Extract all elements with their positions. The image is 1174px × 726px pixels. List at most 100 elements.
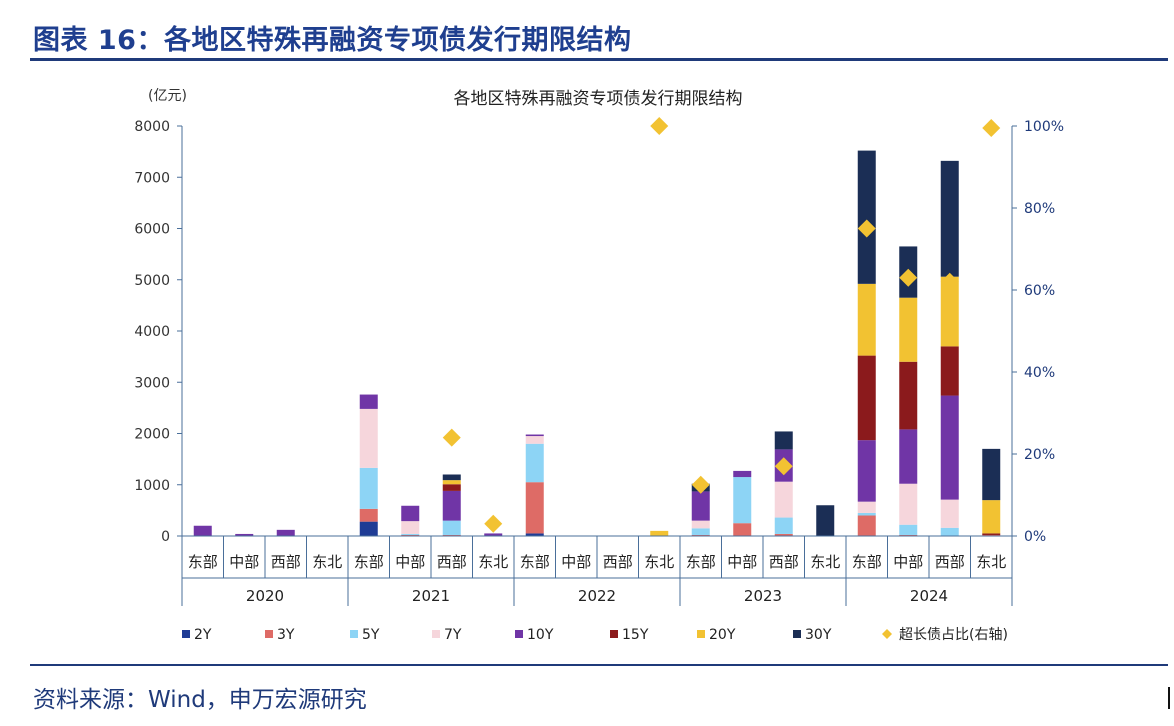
bar-segment-20y (442, 480, 461, 485)
x-category-label: 西部 (935, 553, 965, 571)
x-category-label: 中部 (229, 553, 259, 571)
x-group-label: 2024 (910, 587, 948, 605)
y-tick-label: 8000 (134, 119, 170, 135)
bar-segment-5y (733, 477, 752, 524)
bar-segment-20y (650, 530, 669, 536)
ratio-marker (442, 428, 461, 447)
legend-swatch (697, 630, 705, 638)
bar-segment-10y (193, 525, 212, 536)
bar-segment-15y (982, 533, 1001, 535)
bar-segment-3y (899, 534, 918, 536)
bar-segment-10y (525, 434, 544, 437)
bar-segment-10y (359, 394, 378, 409)
bar-segment-20y (899, 297, 918, 362)
bar-segment-7y (940, 499, 959, 528)
x-category-label: 西部 (437, 553, 467, 571)
bar-segment-3y (733, 523, 752, 536)
bar-segment-20y (857, 283, 876, 356)
x-category-label: 东部 (686, 553, 716, 571)
bar-segment-15y (442, 484, 461, 491)
bar-segment-10y (235, 533, 254, 536)
bar-segment-10y (484, 533, 503, 536)
bar-segment-30y (982, 448, 1001, 501)
bar-segment-30y (940, 160, 959, 277)
x-category-label: 中部 (561, 553, 591, 571)
x-category-label: 东北 (312, 553, 342, 571)
y-tick-label: 7000 (134, 170, 170, 186)
x-category-label: 西部 (603, 553, 633, 571)
bar-segment-10y (442, 490, 461, 521)
bar-segment-5y (359, 467, 378, 509)
title-rule (30, 58, 1168, 61)
y2-tick-label: 40% (1024, 365, 1055, 381)
bar-segment-7y (899, 483, 918, 525)
bar-segment-10y (940, 395, 959, 500)
x-category-label: 东北 (478, 553, 508, 571)
y-tick-label: 3000 (134, 375, 170, 391)
bar-segment-3y (442, 534, 461, 536)
x-category-label: 东部 (354, 553, 384, 571)
legend-swatch (350, 630, 358, 638)
bar-segment-10y (899, 429, 918, 484)
x-category-label: 东北 (644, 553, 674, 571)
bar-segment-2y (525, 533, 544, 536)
ratio-marker (982, 119, 1001, 138)
y-tick-label: 1000 (134, 478, 170, 494)
bar-segment-7y (401, 521, 420, 534)
bar-segment-5y (442, 520, 461, 535)
legend-swatch (265, 630, 273, 638)
bar-segment-7y (857, 501, 876, 513)
chart-title: 各地区特殊再融资专项债发行期限结构 (454, 89, 743, 109)
bar-segment-15y (857, 355, 876, 441)
ratio-marker (774, 457, 793, 476)
text-cursor (1168, 687, 1170, 709)
bar-segment-15y (940, 346, 959, 396)
y-axis-unit: (亿元) (148, 88, 187, 104)
bar-segment-10y (276, 529, 295, 536)
x-category-label: 中部 (893, 553, 923, 571)
x-group-label: 2021 (412, 587, 450, 605)
y-tick-label: 5000 (134, 273, 170, 289)
bar-segment-7y (525, 436, 544, 444)
bar-segment-15y (899, 361, 918, 430)
x-category-label: 西部 (769, 553, 799, 571)
x-category-label: 东部 (188, 553, 218, 571)
legend-swatch (793, 630, 801, 638)
bar-segment-30y (774, 431, 793, 450)
legend-swatch-diamond (882, 629, 892, 639)
legend-swatch (182, 630, 190, 638)
ratio-marker (691, 475, 710, 494)
legend-label: 超长债占比(右轴) (899, 627, 1008, 643)
legend-label: 30Y (805, 627, 832, 643)
x-category-label: 西部 (271, 553, 301, 571)
bar-segment-10y (401, 505, 420, 522)
legend-swatch (515, 630, 523, 638)
bar-segment-3y (982, 534, 1001, 536)
bar-segment-5y (774, 517, 793, 534)
bar-segment-10y (733, 470, 752, 478)
y-tick-label: 2000 (134, 427, 170, 443)
x-category-label: 东北 (810, 553, 840, 571)
ratio-marker (857, 219, 876, 238)
bar-segment-3y (691, 534, 710, 536)
bar-segment-30y (442, 474, 461, 481)
bar-segment-7y (359, 408, 378, 468)
footer-rule (30, 664, 1168, 666)
x-group-label: 2020 (246, 587, 284, 605)
bar-segment-5y (857, 512, 876, 516)
bar-segment-3y (857, 515, 876, 536)
x-group-label: 2023 (744, 587, 782, 605)
bar-segment-30y (857, 150, 876, 284)
legend-swatch (610, 630, 618, 638)
bar-segment-3y (401, 534, 420, 536)
legend-swatch (432, 630, 440, 638)
ratio-marker (899, 268, 918, 287)
bar-segment-3y (774, 533, 793, 536)
source-note: 资料来源：Wind，申万宏源研究 (33, 687, 367, 713)
y2-tick-label: 60% (1024, 283, 1055, 299)
ratio-marker (650, 117, 669, 135)
bar-segment-7y (774, 481, 793, 518)
figure-title: 图表 16：各地区特殊再融资专项债发行期限结构 (33, 25, 632, 56)
x-category-label: 中部 (727, 553, 757, 571)
